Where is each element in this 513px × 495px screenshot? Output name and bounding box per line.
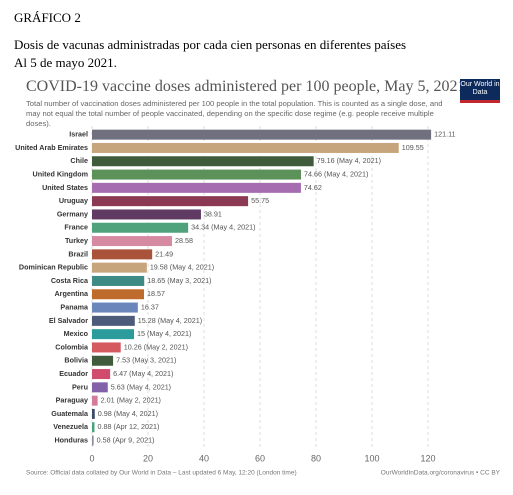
y-tick-label: Panama [60,302,89,311]
bar [92,289,144,300]
x-tick-label: 120 [420,454,435,464]
x-tick-label: 80 [311,454,321,464]
value-label: 21.49 [155,249,173,258]
value-label: 5.63 (May 4, 2021) [111,382,171,391]
value-label: 0.58 (Apr 9, 2021) [97,435,155,444]
value-label: 34.34 (May 4, 2021) [191,223,255,232]
y-tick-label: Chile [70,156,88,165]
x-tick-label: 20 [143,454,153,464]
bar [92,169,302,180]
y-tick-label: United Arab Emirates [15,143,88,152]
bar [92,262,147,273]
y-tick-label: Honduras [54,435,88,444]
y-tick-label: United Kingdom [33,169,89,178]
value-label: 0.88 (Apr 12, 2021) [97,422,159,431]
y-tick-label: Venezuela [53,422,89,431]
y-tick-label: France [64,223,88,232]
y-tick-label: Argentina [54,289,89,298]
chart-title: COVID-19 vaccine doses administered per … [26,78,466,95]
bar [92,129,432,140]
bar [92,435,94,446]
value-label: 10.26 (May 2, 2021) [124,342,188,351]
bar [92,156,314,167]
value-label: 79.16 (May 4, 2021) [317,156,381,165]
y-tick-label: Dominican Republic [19,263,88,272]
bar [92,196,249,207]
y-tick-label: Ecuador [59,369,88,378]
value-label: 0.98 (May 4, 2021) [98,409,158,418]
value-label: 38.91 [204,209,222,218]
y-tick-label: Paraguay [56,396,88,405]
y-tick-label: Peru [72,382,88,391]
x-tick-label: 0 [89,454,94,464]
value-label: 74.62 [304,183,322,192]
y-tick-label: Israel [69,130,88,139]
bar [92,422,95,433]
y-tick-label: Germany [57,209,88,218]
value-label: 16.37 [141,302,159,311]
value-label: 6.47 (May 4, 2021) [113,369,173,378]
y-tick-label: Guatemala [51,409,89,418]
value-label: 18.57 [147,289,165,298]
value-label: 19.58 (May 4, 2021) [150,263,214,272]
bar [92,182,301,193]
source: Source: Official data collated by Our Wo… [26,470,297,477]
y-tick-label: Uruguay [59,196,88,205]
bar [92,355,114,366]
y-tick-label: Brazil [68,249,88,258]
value-label: 2.01 (May 2, 2021) [101,396,161,405]
figure-title: Dosis de vacunas administradas por cada … [14,37,407,52]
value-label: 7.53 (May 3, 2021) [116,356,176,365]
x-tick-label: 100 [364,454,379,464]
logo[interactable]: Our World in Data [460,79,500,103]
value-label: 15.28 (May 4, 2021) [138,316,202,325]
bar [92,408,95,419]
y-tick-label: El Salvador [49,316,88,325]
bar [92,209,201,220]
figure-label: GRÁFICO 2 [14,10,81,25]
value-label: 74.66 (May 4, 2021) [304,169,368,178]
bar [92,275,145,286]
y-tick-label: United States [42,183,88,192]
y-tick-label: Bolivia [64,356,89,365]
chart-subtitle: Total number of vaccination doses admini… [26,99,443,128]
value-label: 109.55 [402,143,424,152]
bar [92,142,399,153]
y-tick-label: Costa Rica [51,276,89,285]
bar [92,395,98,406]
bar [92,222,189,233]
credit: OurWorldInData.org/coronavirus • CC BY [381,470,501,477]
value-label: 121.11 [434,130,455,139]
y-tick-label: Colombia [55,342,89,351]
value-label: 28.58 [175,236,193,245]
bar [92,342,121,353]
bar [92,302,138,313]
x-tick-label: 40 [199,454,209,464]
value-label: 55.75 [251,196,269,205]
y-tick-label: Turkey [65,236,88,245]
value-label: 15 (May 4, 2021) [137,329,191,338]
figure-date: Al 5 de mayo 2021. [14,55,117,70]
bar [92,236,173,247]
bar [92,249,153,260]
x-tick-label: 60 [255,454,265,464]
bar [92,329,134,340]
value-label: 18.65 (May 3, 2021) [147,276,211,285]
bar [92,369,111,380]
bar [92,382,108,393]
bar [92,315,135,326]
y-tick-label: Mexico [64,329,89,338]
